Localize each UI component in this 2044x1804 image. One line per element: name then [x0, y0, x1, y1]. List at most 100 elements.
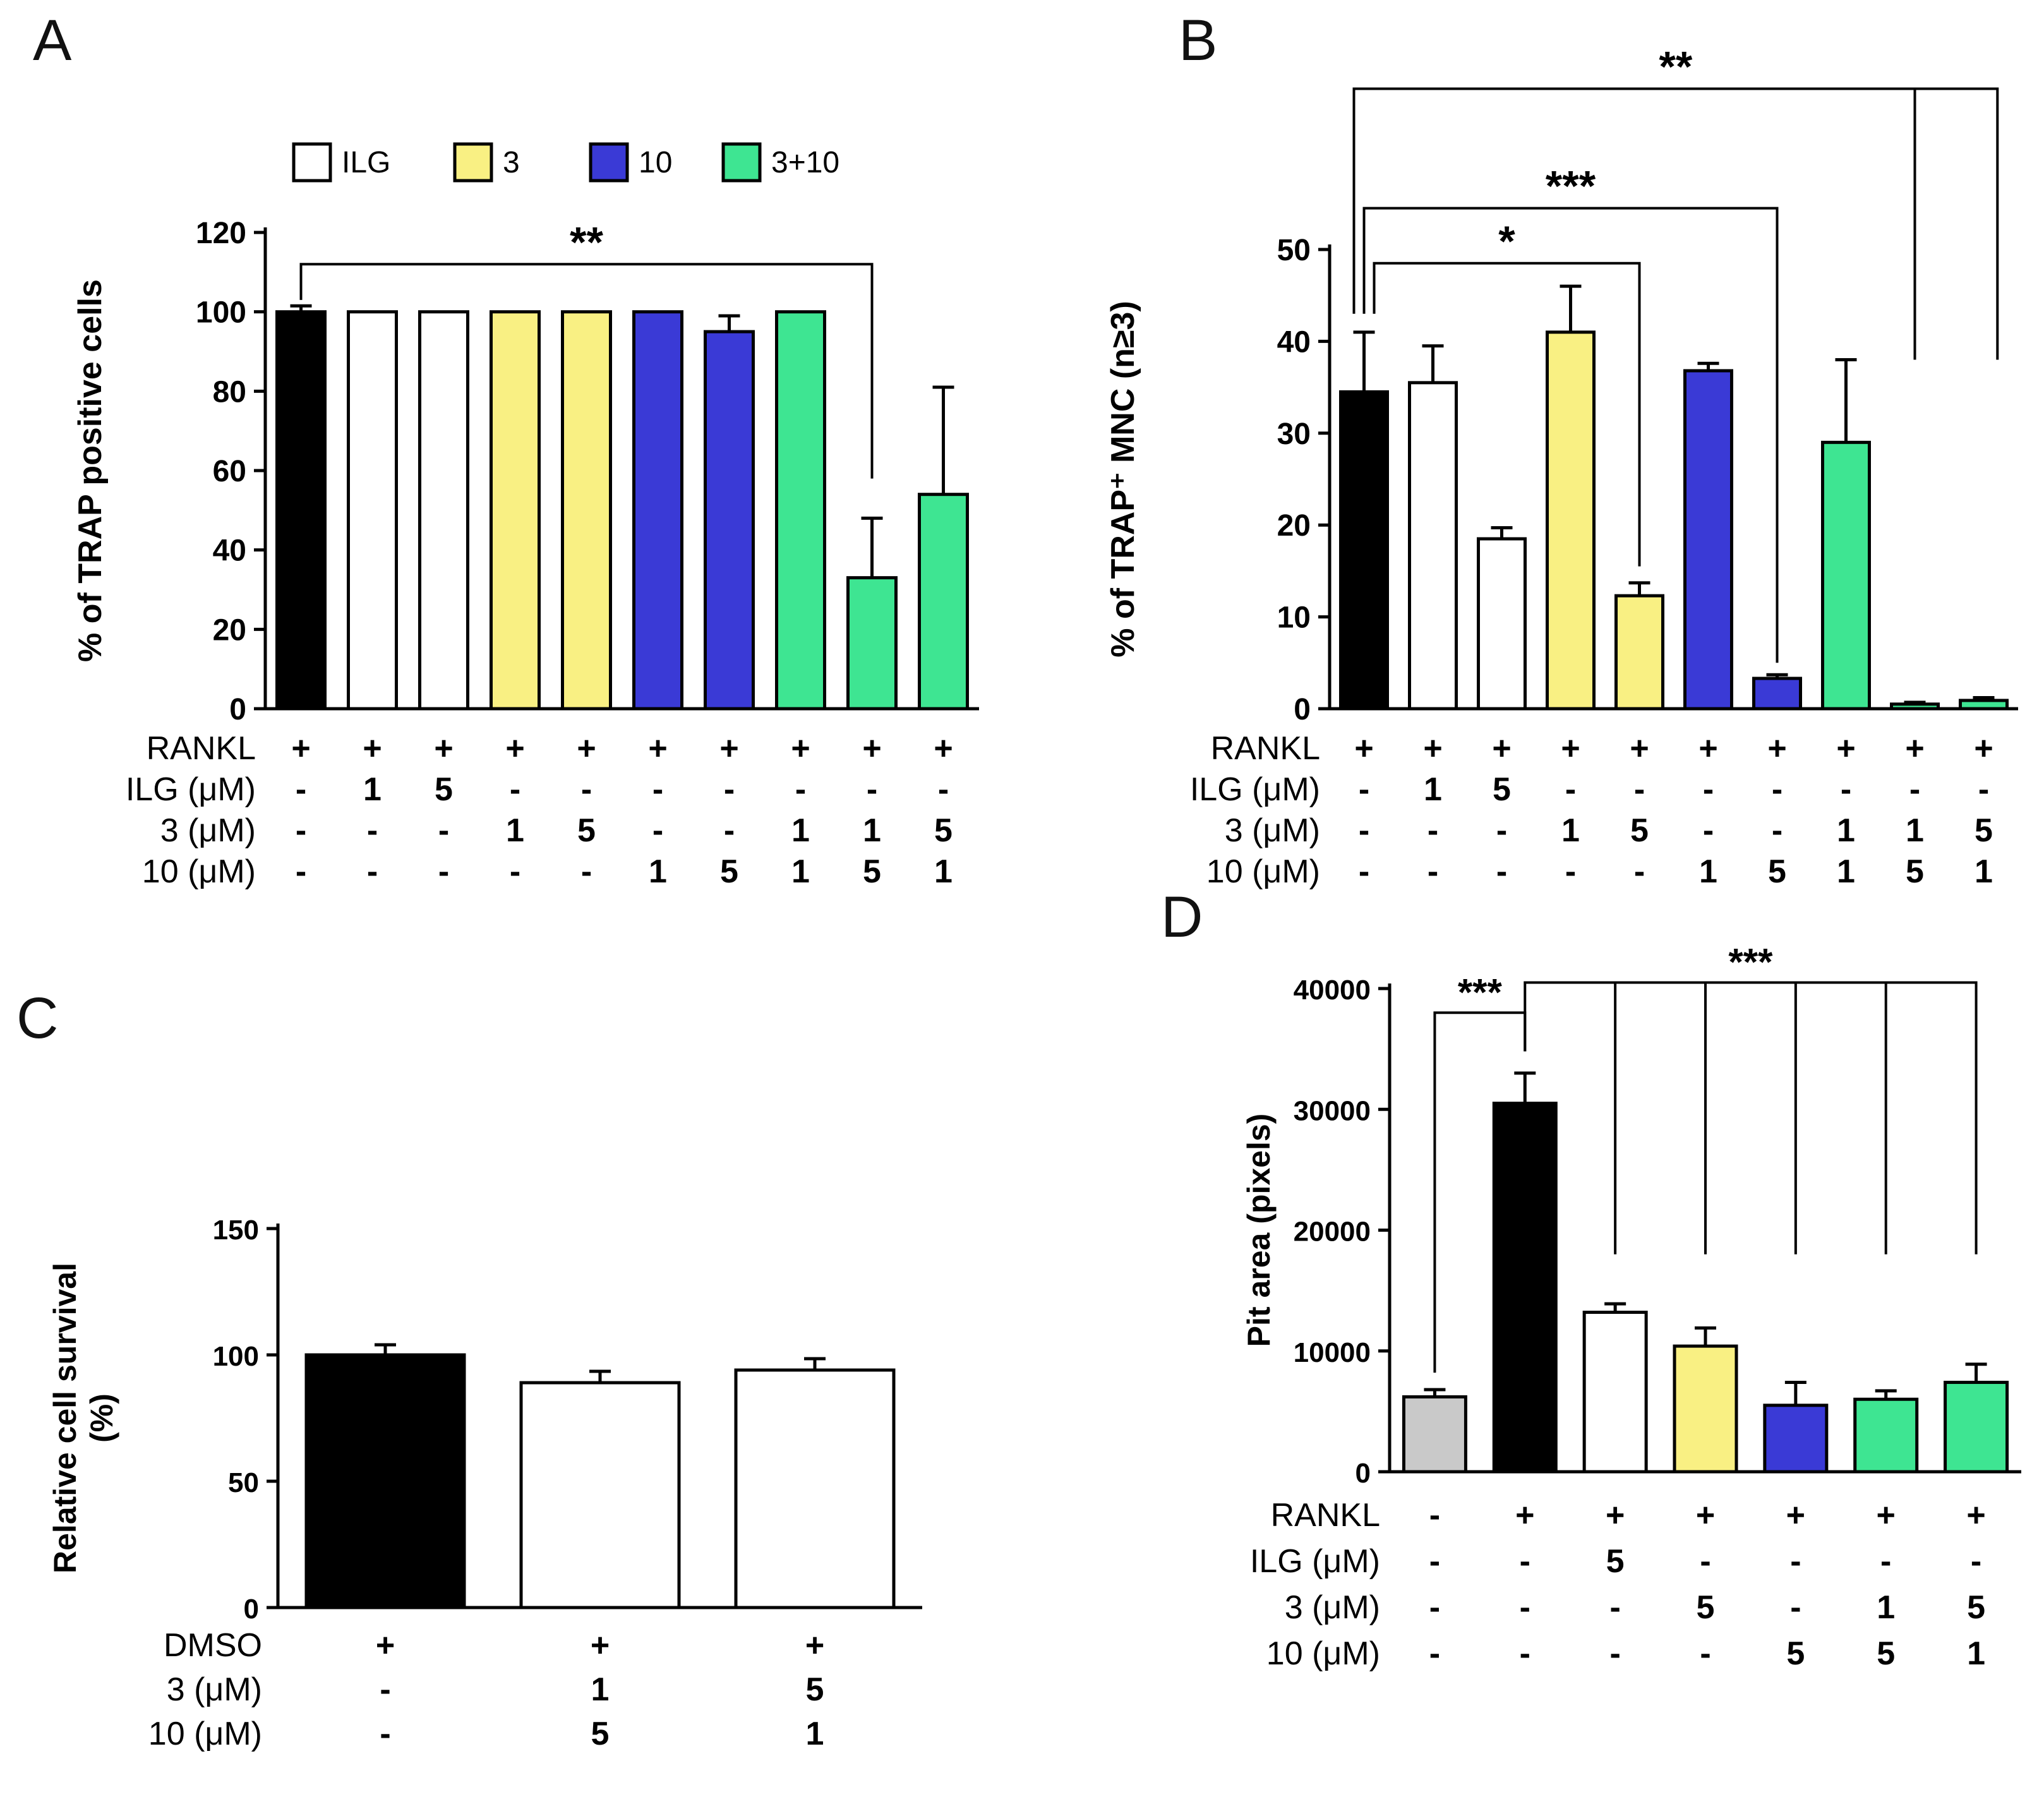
table-cell: -	[1565, 853, 1576, 890]
y-tick-label: 40	[1277, 325, 1311, 359]
bar	[846, 576, 898, 711]
table-cell: -	[1359, 812, 1369, 849]
table-cell: +	[1630, 730, 1649, 767]
table-cell: -	[1703, 771, 1714, 808]
table-cell: -	[367, 812, 378, 849]
table-cell: 1	[863, 812, 881, 849]
table-cell: -	[1700, 1635, 1710, 1672]
table-cell: -	[438, 812, 449, 849]
y-tick-label: 0	[244, 1594, 259, 1625]
panel-letter-d: D	[1161, 885, 1203, 949]
bar	[918, 493, 969, 711]
table-cell: 1	[1424, 771, 1442, 808]
table-cell: -	[1772, 771, 1782, 808]
table-cell: +	[719, 730, 738, 767]
table-cell: 1	[1837, 812, 1855, 849]
table-cell: 1	[1906, 812, 1924, 849]
table-row-label: 3 (μM)	[1285, 1589, 1380, 1626]
y-tick-label: 40	[213, 534, 246, 568]
y-tick-label: 120	[196, 217, 246, 250]
y-tick-label: 20	[1277, 509, 1311, 543]
y-tick-label: 100	[196, 296, 246, 330]
y-axis-title: % of TRAP⁺ MNC (n≥3)	[1105, 301, 1141, 657]
table-cell: +	[934, 730, 953, 767]
significance-label: **	[1659, 43, 1692, 91]
bar	[704, 330, 755, 711]
table-cell: 1	[1561, 812, 1580, 849]
table-cell: 1	[1877, 1589, 1895, 1626]
table-cell: 1	[791, 812, 810, 849]
panel-c-chart: 0 50 100 150 Relative cell survival (%) DMSO + +…	[47, 1215, 922, 1752]
table-cell: -	[510, 771, 520, 808]
bar	[1339, 390, 1389, 711]
table-cell: 1	[363, 771, 382, 808]
bar	[1408, 381, 1458, 711]
significance-label: ***	[1728, 941, 1773, 983]
table-row-label: 3 (μM)	[1225, 812, 1320, 849]
table-cell: -	[1790, 1589, 1801, 1626]
table-cell: -	[652, 771, 663, 808]
panel-letter-c: C	[16, 986, 59, 1050]
table-cell: 5	[1906, 853, 1924, 890]
bar	[1683, 369, 1733, 711]
legend-label: ILG	[342, 146, 390, 179]
table-cell: -	[581, 853, 592, 890]
table-cell: +	[376, 1627, 395, 1664]
panel-letter-a: A	[33, 8, 72, 73]
table-row-label: 10 (μM)	[1206, 853, 1320, 890]
table-cell: -	[438, 853, 449, 890]
bar	[347, 310, 398, 711]
bar	[1492, 1102, 1558, 1474]
table-cell: 5	[1975, 812, 1993, 849]
bar	[1402, 1395, 1467, 1474]
table-cell: +	[1492, 730, 1511, 767]
legend-swatch	[589, 142, 629, 183]
table-cell: -	[795, 771, 806, 808]
table-cell: -	[1429, 1497, 1440, 1534]
significance-bracket	[1373, 262, 1641, 567]
table-row-label: DMSO	[164, 1627, 262, 1664]
bar	[490, 310, 541, 711]
table-cell: 1	[806, 1716, 824, 1752]
table-cell: +	[291, 730, 310, 767]
table-cell: 1	[1699, 853, 1717, 890]
y-tick-label: 80	[213, 375, 246, 409]
table-cell: 5	[934, 812, 953, 849]
bar	[275, 310, 327, 711]
table-cell: -	[1428, 853, 1438, 890]
table-cell: 5	[1493, 771, 1511, 808]
table-cell: -	[1609, 1589, 1620, 1626]
table-cell: -	[938, 771, 949, 808]
legend-swatch	[453, 142, 493, 183]
table-cell: +	[1974, 730, 1993, 767]
table-cell: -	[581, 771, 592, 808]
y-axis-title: % of TRAP positive cells	[72, 279, 109, 662]
y-tick-label: 20000	[1294, 1217, 1371, 1248]
table-cell: -	[1520, 1635, 1530, 1672]
y-tick-label: 0	[1356, 1458, 1371, 1489]
table-cell: +	[434, 730, 453, 767]
table-cell: -	[1971, 1543, 1981, 1580]
y-tick-label: 10	[1277, 601, 1311, 635]
table-cell: -	[1700, 1543, 1710, 1580]
table-cell: -	[510, 853, 520, 890]
table-cell: 5	[720, 853, 738, 890]
table-cell: -	[1634, 771, 1645, 808]
table-cell: 5	[1697, 1589, 1715, 1626]
y-tick-label: 150	[213, 1215, 259, 1246]
table-row-label: RANKL	[1271, 1497, 1380, 1534]
table-cell: +	[1354, 730, 1373, 767]
table-cell: +	[577, 730, 596, 767]
table-cell: -	[1520, 1543, 1530, 1580]
table-row-label: ILG (μM)	[1190, 771, 1320, 808]
legend-label: 3	[503, 146, 520, 179]
table-cell: +	[1698, 730, 1717, 767]
table-row-label: RANKL	[147, 730, 256, 767]
bar	[304, 1353, 466, 1609]
bar	[561, 310, 612, 711]
table-cell: 1	[591, 1671, 610, 1708]
bar	[1673, 1344, 1738, 1474]
bar	[734, 1368, 896, 1609]
table-cell: +	[1696, 1497, 1715, 1534]
table-cell: 5	[806, 1671, 824, 1708]
